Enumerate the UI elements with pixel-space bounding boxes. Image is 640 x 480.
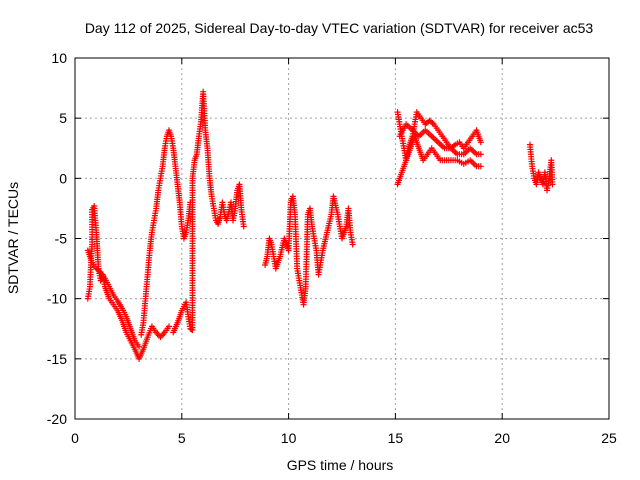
y-tick-label: -15 (47, 351, 67, 367)
data-point-seg1b (136, 343, 143, 350)
x-tick-label: 15 (388, 430, 404, 446)
x-axis-label: GPS time / hours (287, 457, 394, 473)
y-tick-label: 0 (59, 170, 67, 186)
data-point-seg1 (165, 323, 172, 330)
y-tick-label: -20 (47, 411, 67, 427)
data-point-seg5 (477, 139, 484, 146)
y-axis-label: SDTVAR / TECUs (5, 182, 21, 294)
data-point-seg4 (349, 241, 356, 248)
data-point-seg5c (477, 151, 484, 158)
y-tick-label: -5 (55, 231, 68, 247)
x-tick-label: 5 (178, 430, 186, 446)
y-tick-label: -10 (47, 291, 67, 307)
data-point-seg6 (549, 181, 556, 188)
y-tick-label: 10 (51, 50, 67, 66)
x-tick-label: 25 (601, 430, 617, 446)
chart-title: Day 112 of 2025, Sidereal Day-to-day VTE… (85, 20, 594, 36)
data-points (84, 88, 556, 362)
data-point-seg5b (477, 163, 484, 170)
axis-ticks: 0 5 10 15 20 25 -20 -15 -10 -5 0 5 10 (47, 50, 617, 446)
data-point-seg3 (240, 223, 247, 230)
x-tick-label: 10 (281, 430, 297, 446)
x-tick-label: 20 (494, 430, 510, 446)
y-tick-label: 5 (59, 110, 67, 126)
x-tick-label: 0 (71, 430, 79, 446)
